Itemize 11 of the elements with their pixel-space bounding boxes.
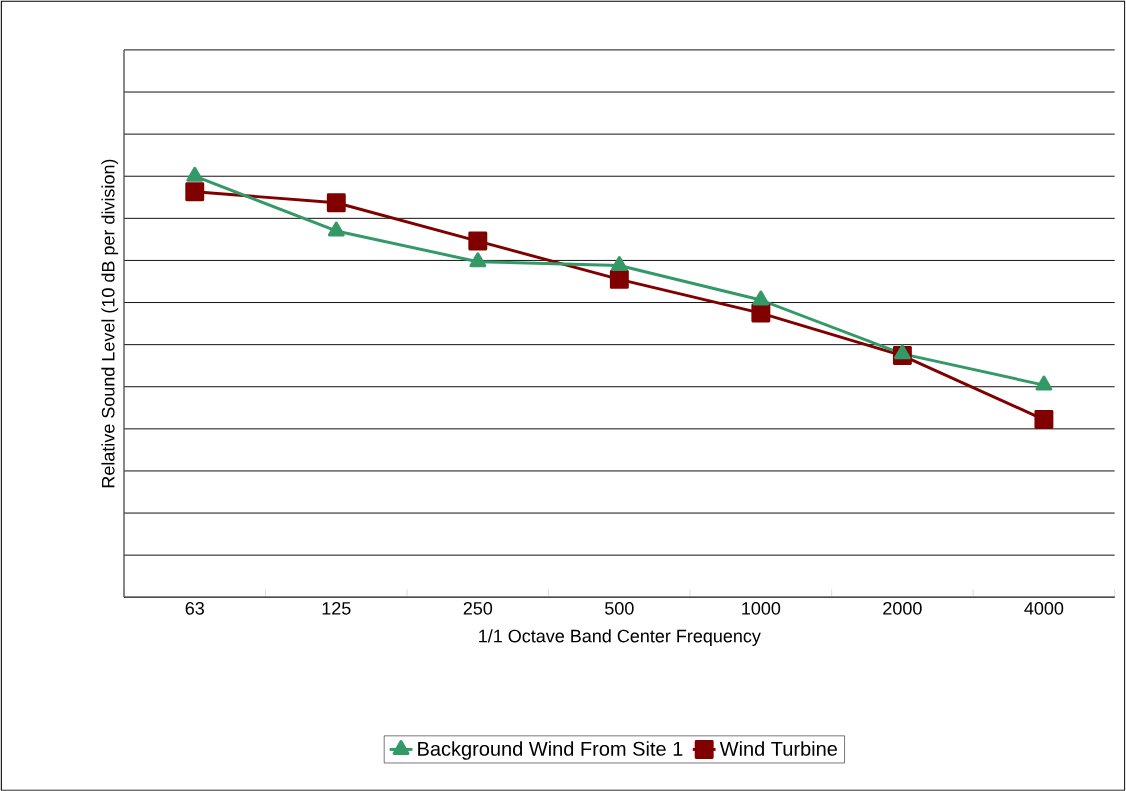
y-axis-title: Relative Sound Level (10 dB per division)	[101, 159, 119, 488]
x-tick-label: 4000	[1024, 602, 1064, 615]
legend-label: Background Wind From Site 1	[418, 741, 683, 760]
x-tick-label: 500	[605, 602, 634, 615]
x-tick-label: 125	[322, 602, 351, 615]
x-axis-title: 1/1 Octave Band Center Frequency	[479, 629, 761, 647]
x-tick-label: 2000	[883, 602, 922, 615]
x-tick-label: 63	[185, 602, 204, 615]
legend-label: Wind Turbine	[719, 741, 837, 756]
x-tick-label: 250	[463, 602, 493, 615]
x-tick-label: 1000	[742, 602, 781, 615]
